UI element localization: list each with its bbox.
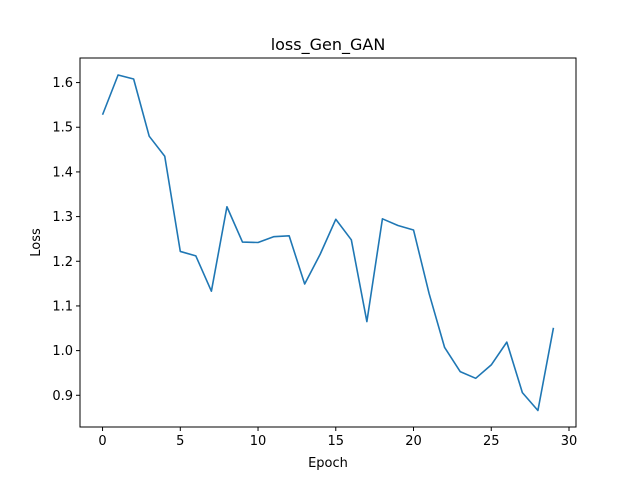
y-tick-label: 1.6 [52, 76, 73, 91]
chart-title: loss_Gen_GAN [271, 35, 386, 55]
y-tick-label: 1.4 [52, 165, 73, 180]
y-axis-label: Loss [29, 228, 44, 257]
x-tick-label: 30 [561, 434, 578, 449]
x-tick-label: 15 [328, 434, 345, 449]
x-tick-label: 25 [483, 434, 500, 449]
y-tick-label: 1.5 [52, 121, 73, 136]
series-line [101, 74, 555, 412]
x-axis-label: Epoch [308, 456, 348, 471]
y-tick-label: 1.0 [52, 344, 73, 359]
plot-frame [79, 57, 577, 428]
y-tick-label: 1.1 [52, 299, 73, 314]
y-tick-label: 1.3 [52, 210, 73, 225]
x-tick-label: 10 [250, 434, 267, 449]
y-tick-label: 1.2 [52, 255, 73, 270]
x-tick-label: 20 [405, 434, 422, 449]
x-tick-label: 5 [176, 434, 184, 449]
x-tick-label: 0 [98, 434, 106, 449]
y-tick-label: 0.9 [52, 389, 73, 404]
